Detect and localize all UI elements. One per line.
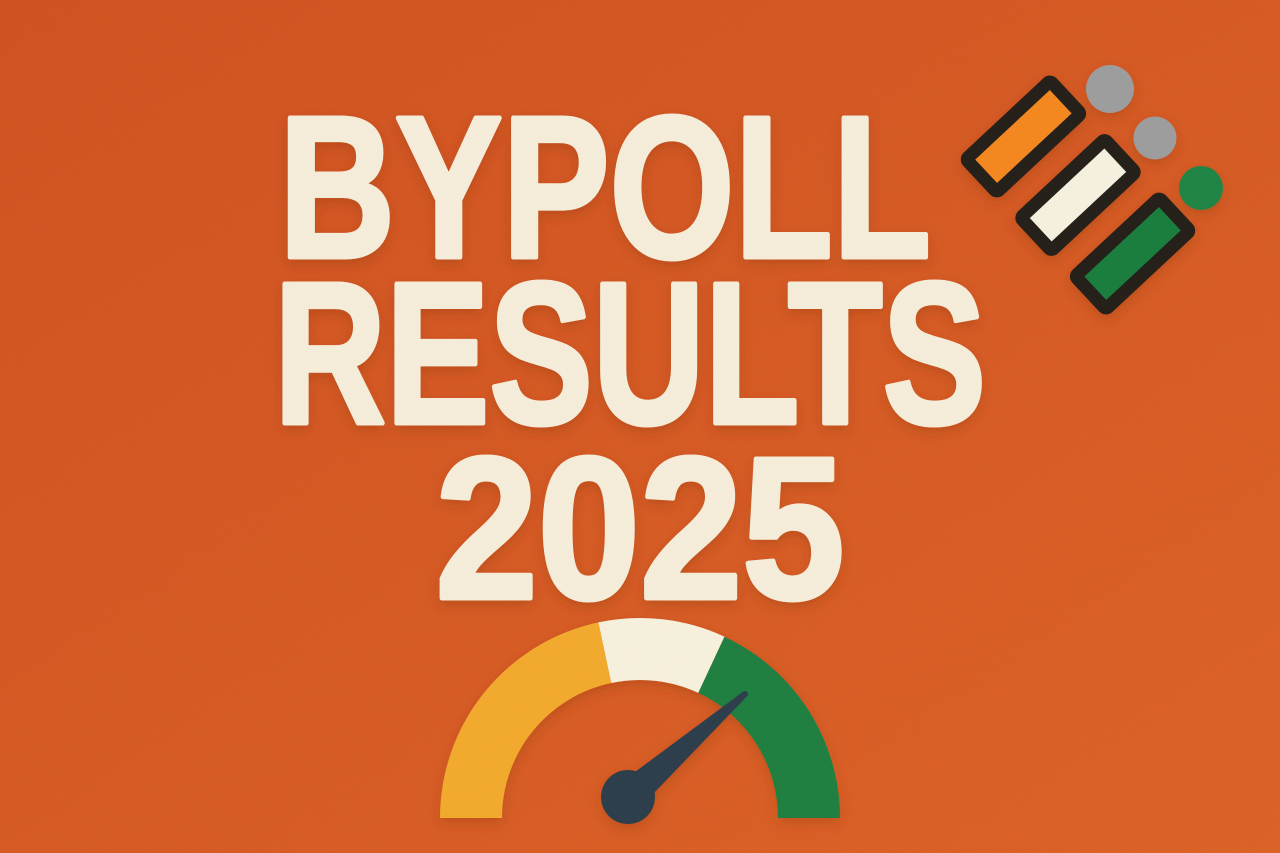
grain-texture-overlay [0,0,1280,853]
bypoll-results-poster: BYPOLL RESULTS 2025 [0,0,1280,853]
